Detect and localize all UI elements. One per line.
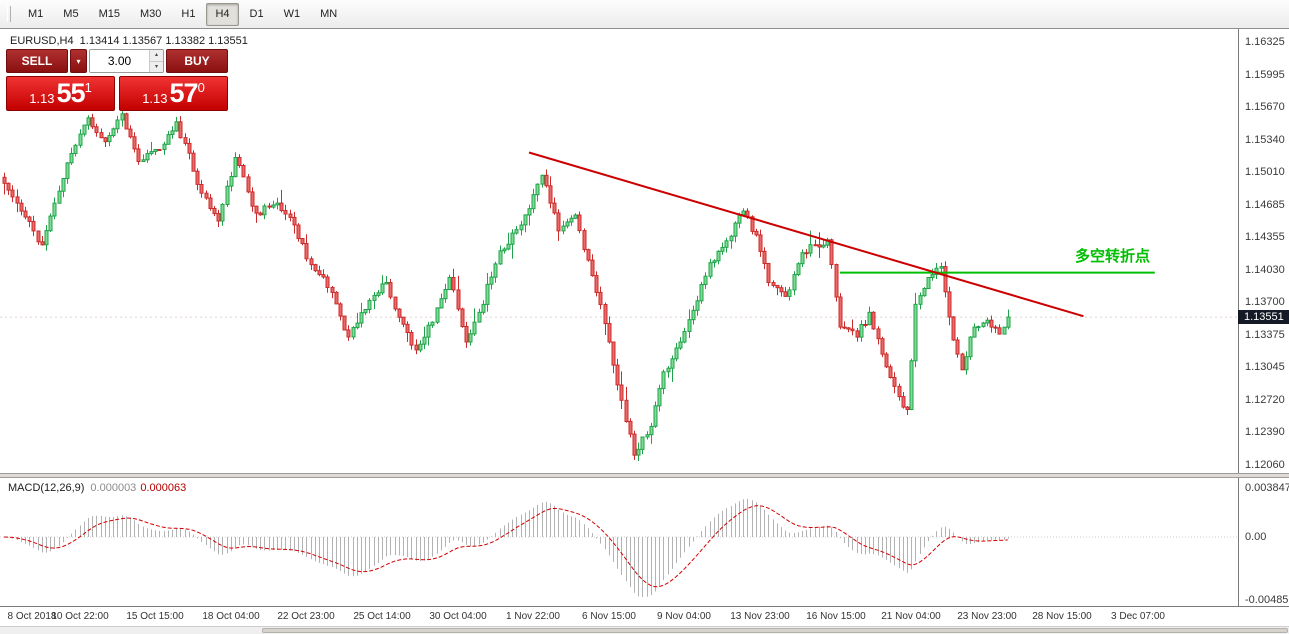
macd-histogram xyxy=(8,498,1009,597)
price-axis-label: 1.13375 xyxy=(1245,329,1285,341)
macd-axis-label: 0.00 xyxy=(1245,531,1267,543)
time-axis-label: 30 Oct 04:00 xyxy=(429,611,487,622)
price-axis-label: 1.12060 xyxy=(1245,459,1285,471)
scrollbar-thumb[interactable] xyxy=(262,628,1288,633)
sell-button[interactable]: SELL xyxy=(6,49,68,73)
time-axis-label: 18 Oct 04:00 xyxy=(202,611,260,622)
macd-signal-line xyxy=(3,505,1008,588)
macd-name: MACD(12,26,9) xyxy=(8,482,85,494)
timeframe-buttons: M1 M5 M15 M30 H1 H4 D1 W1 MN xyxy=(19,2,348,26)
macd-axis-label: -0.004856 xyxy=(1245,594,1289,606)
pane-divider[interactable] xyxy=(0,473,1289,478)
timeframe-toolbar: M1 M5 M15 M30 H1 H4 D1 W1 MN xyxy=(0,0,1289,28)
bid-price-prefix: 1.13 xyxy=(29,91,55,106)
macd-axis-label: 0.003847 xyxy=(1245,482,1289,494)
time-axis-label: 8 Oct 2018 xyxy=(7,611,57,622)
timeframe-button-m1[interactable]: M1 xyxy=(28,7,44,20)
volume-spinner: ▴ ▾ xyxy=(149,50,163,72)
time-axis-label: 15 Oct 15:00 xyxy=(126,611,184,622)
macd-main-value: 0.000003 xyxy=(90,482,137,494)
price-axis-label: 1.16325 xyxy=(1245,36,1285,48)
candles xyxy=(2,111,1011,461)
price-axis-label: 1.12720 xyxy=(1245,394,1285,406)
price-axis-label: 1.15010 xyxy=(1245,166,1285,178)
timeframe-button-m5[interactable]: M5 xyxy=(63,7,79,20)
timeframe-button-m15[interactable]: M15 xyxy=(98,7,120,20)
time-axis-label: 28 Nov 15:00 xyxy=(1032,611,1092,622)
ask-price-prefix: 1.13 xyxy=(142,91,168,106)
time-axis[interactable]: 8 Oct 2018 10 Oct 22:00 15 Oct 15:00 18 Oct… xyxy=(0,606,1289,626)
timeframe-button-h1[interactable]: H1 xyxy=(181,7,196,20)
toolbar-grip[interactable] xyxy=(7,6,11,22)
price-axis-label: 1.14685 xyxy=(1245,199,1285,211)
volume-input[interactable] xyxy=(90,50,149,72)
volume-dropdown-button[interactable]: ▾ xyxy=(70,49,87,73)
price-axis-label: 1.12390 xyxy=(1245,426,1285,438)
bid-price-sup: 1 xyxy=(84,80,92,95)
volume-decrement-button[interactable]: ▾ xyxy=(150,61,163,72)
price-axis-label: 1.15670 xyxy=(1245,101,1285,113)
time-axis-label: 1 Nov 22:00 xyxy=(506,611,560,622)
timeframe-button-d1[interactable]: D1 xyxy=(249,7,264,20)
volume-field: ▴ ▾ xyxy=(89,49,164,73)
buy-button[interactable]: BUY xyxy=(166,49,228,73)
volume-increment-button[interactable]: ▴ xyxy=(150,50,163,62)
time-axis-label: 16 Nov 15:00 xyxy=(806,611,866,622)
time-axis-label: 23 Nov 23:00 xyxy=(957,611,1017,622)
time-axis-label: 13 Nov 23:00 xyxy=(730,611,790,622)
time-axis-label: 6 Nov 15:00 xyxy=(582,611,636,622)
chart-window: 多空转折点 EURUSD,H4 1.13414 1.13567 1.13382 … xyxy=(0,28,1289,634)
ask-price-sup: 0 xyxy=(197,80,205,95)
price-axis-label: 1.14030 xyxy=(1245,264,1285,276)
current-price-badge: 1.13551 xyxy=(1238,310,1289,324)
price-axis-label: 1.14355 xyxy=(1245,231,1285,243)
timeframe-button-m30[interactable]: M30 xyxy=(139,7,162,20)
time-axis-label: 9 Nov 04:00 xyxy=(657,611,711,622)
price-chart-canvas[interactable]: 多空转折点 xyxy=(0,29,1238,473)
time-axis-label: 10 Oct 22:00 xyxy=(51,611,109,622)
ask-price-big: 57 xyxy=(169,78,199,108)
ohlc-header: EURUSD,H4 1.13414 1.13567 1.13382 1.1355… xyxy=(10,35,248,47)
chevron-down-icon: ▾ xyxy=(76,56,81,66)
macd-label: MACD(12,26,9) 0.000003 0.000063 xyxy=(8,482,186,494)
timeframe-button-w1[interactable]: W1 xyxy=(283,7,301,20)
price-axis[interactable]: 1.16325 1.15995 1.15670 1.15340 1.15010 1.146… xyxy=(1238,29,1289,473)
bid-price-big: 55 xyxy=(56,78,86,108)
turning-point-label: 多空转折点 xyxy=(1075,247,1150,265)
price-axis-label: 1.15995 xyxy=(1245,69,1285,81)
ask-price-panel[interactable]: 1.13 57 0 xyxy=(119,76,228,111)
timeframe-button-h4[interactable]: H4 xyxy=(206,2,239,26)
time-axis-label: 21 Nov 04:00 xyxy=(881,611,941,622)
macd-canvas[interactable] xyxy=(0,478,1238,606)
bid-price-panel[interactable]: 1.13 55 1 xyxy=(6,76,115,111)
time-axis-label: 3 Dec 07:00 xyxy=(1111,611,1165,622)
macd-axis: 0.003847 0.00 -0.004856 xyxy=(1238,478,1289,606)
time-axis-label: 25 Oct 14:00 xyxy=(353,611,411,622)
descending-trendline[interactable] xyxy=(528,151,1084,318)
time-axis-label: 22 Oct 23:00 xyxy=(277,611,335,622)
price-axis-label: 1.15340 xyxy=(1245,134,1285,146)
price-axis-label: 1.13700 xyxy=(1245,296,1285,308)
timeframe-button-mn[interactable]: MN xyxy=(320,7,338,20)
price-axis-label: 1.13045 xyxy=(1245,361,1285,373)
macd-signal-value: 0.000063 xyxy=(140,482,187,494)
